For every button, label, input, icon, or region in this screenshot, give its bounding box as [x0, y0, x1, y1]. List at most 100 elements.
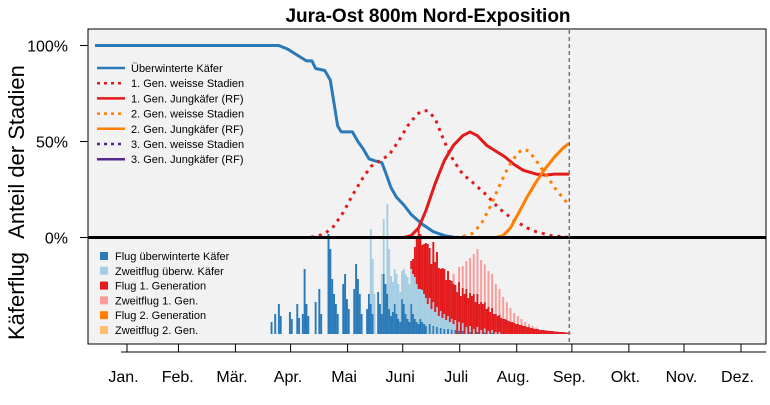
- flight-bar: [491, 333, 494, 334]
- flight-bar: [509, 308, 512, 322]
- flight-bar: [384, 284, 387, 334]
- legend-flight: Flug überwinterte Käfer Zweitflug überw. …: [100, 251, 230, 337]
- flight-bar: [388, 249, 391, 309]
- flight-bar: [367, 294, 370, 334]
- flight-bar: [491, 308, 494, 330]
- flight-bar: [413, 319, 416, 334]
- flight-bar: [562, 332, 565, 334]
- flight-bar: [288, 312, 291, 334]
- flight-bar: [439, 311, 442, 328]
- flight-bar: [436, 252, 438, 307]
- y-tick-label: 0%: [45, 231, 68, 248]
- flight-bar: [476, 294, 479, 327]
- flight-bar: [355, 264, 358, 334]
- flight-bar: [342, 284, 345, 334]
- flight-bar: [465, 289, 468, 327]
- flight-bar: [456, 292, 459, 334]
- flight-bar: [441, 318, 444, 334]
- x-tick-label: Feb.: [162, 369, 194, 386]
- flight-bar: [502, 319, 505, 334]
- flight-bar: [386, 204, 389, 294]
- flight-bar: [426, 244, 429, 304]
- flight-bar: [472, 294, 475, 329]
- flight-bar: [469, 332, 472, 334]
- flight-bar: [369, 304, 372, 334]
- flight-bar: [419, 234, 422, 289]
- y-tick-label: 100%: [27, 39, 68, 56]
- flight-bar: [437, 268, 440, 316]
- flight-bar: [502, 297, 505, 319]
- flight-bar: [413, 247, 416, 277]
- legend-label: Zweitflug 2. Gen.: [115, 325, 198, 337]
- flight-bar: [447, 316, 449, 329]
- flight-bar: [476, 332, 479, 334]
- x-tick-label: Apr.: [274, 369, 302, 386]
- flight-bar: [463, 294, 466, 334]
- legend-swatch: [100, 296, 108, 305]
- flight-bar: [436, 307, 438, 327]
- flight-bar: [274, 314, 277, 334]
- flight-bar: [424, 243, 427, 298]
- x-tick-label: Nov.: [666, 369, 698, 386]
- flight-bar: [450, 330, 453, 334]
- flight-bar: [421, 290, 424, 322]
- flight-bar: [526, 327, 529, 334]
- flight-bar: [487, 331, 490, 334]
- legend-label: 3. Gen. Jungkäfer (RF): [131, 154, 244, 166]
- legend-label: 2. Gen. Jungkäfer (RF): [131, 124, 244, 136]
- flight-bar: [458, 331, 461, 334]
- flight-bar: [450, 281, 453, 319]
- flight-bar: [491, 274, 494, 308]
- flight-bar: [421, 322, 424, 334]
- flight-bar: [402, 304, 405, 334]
- flight-bar: [529, 328, 532, 334]
- flight-bar: [388, 309, 391, 334]
- flight-bar: [290, 319, 293, 334]
- flight-bar: [443, 314, 446, 329]
- flight-bar: [391, 312, 394, 334]
- legend-swatch: [100, 326, 108, 334]
- flight-bar: [307, 316, 310, 334]
- series-line: [95, 130, 570, 239]
- flight-bar: [369, 229, 372, 304]
- flight-bars: [270, 204, 571, 334]
- flight-bar: [494, 314, 497, 332]
- y-axis: 100% 50% 0%: [27, 39, 88, 248]
- flight-bar: [553, 331, 556, 334]
- flight-bar: [491, 330, 494, 333]
- flight-bar: [538, 330, 541, 334]
- x-axis: Jan. Feb. Mär. Apr. Mai Juni Juli Aug. Sep. Okt. N…: [108, 344, 766, 386]
- flight-bar: [470, 296, 473, 334]
- flight-bar: [555, 331, 558, 334]
- flight-bar: [476, 327, 479, 332]
- flight-bar: [428, 248, 431, 298]
- legend-swatch: [100, 281, 108, 290]
- x-tick-label: Jan.: [108, 369, 138, 386]
- flight-bar: [432, 242, 435, 302]
- flight-bar: [424, 326, 427, 334]
- x-tick-label: Sep.: [553, 369, 586, 386]
- flight-bar: [448, 322, 451, 334]
- flight-bar: [382, 274, 385, 334]
- flight-bar: [481, 304, 484, 334]
- flight-bar: [483, 328, 486, 333]
- x-tick-label: Dez.: [721, 369, 754, 386]
- flight-bar: [430, 264, 433, 309]
- flight-bar: [483, 264, 486, 303]
- flight-bar: [452, 284, 455, 324]
- flight-bar: [426, 304, 429, 334]
- flight-bar: [334, 304, 337, 334]
- flight-bar: [412, 314, 415, 334]
- flight-bar: [417, 229, 420, 289]
- flight-bar: [419, 319, 422, 334]
- flight-bar: [469, 258, 472, 293]
- flight-bar: [527, 327, 530, 334]
- flight-bar: [428, 298, 431, 324]
- flight-bar: [397, 319, 400, 334]
- flight-bar: [467, 298, 470, 334]
- flight-bar: [522, 326, 525, 334]
- flight-bar: [516, 324, 519, 334]
- flight-bar: [513, 323, 516, 334]
- flight-bar: [537, 329, 540, 334]
- flight-bar: [461, 288, 464, 323]
